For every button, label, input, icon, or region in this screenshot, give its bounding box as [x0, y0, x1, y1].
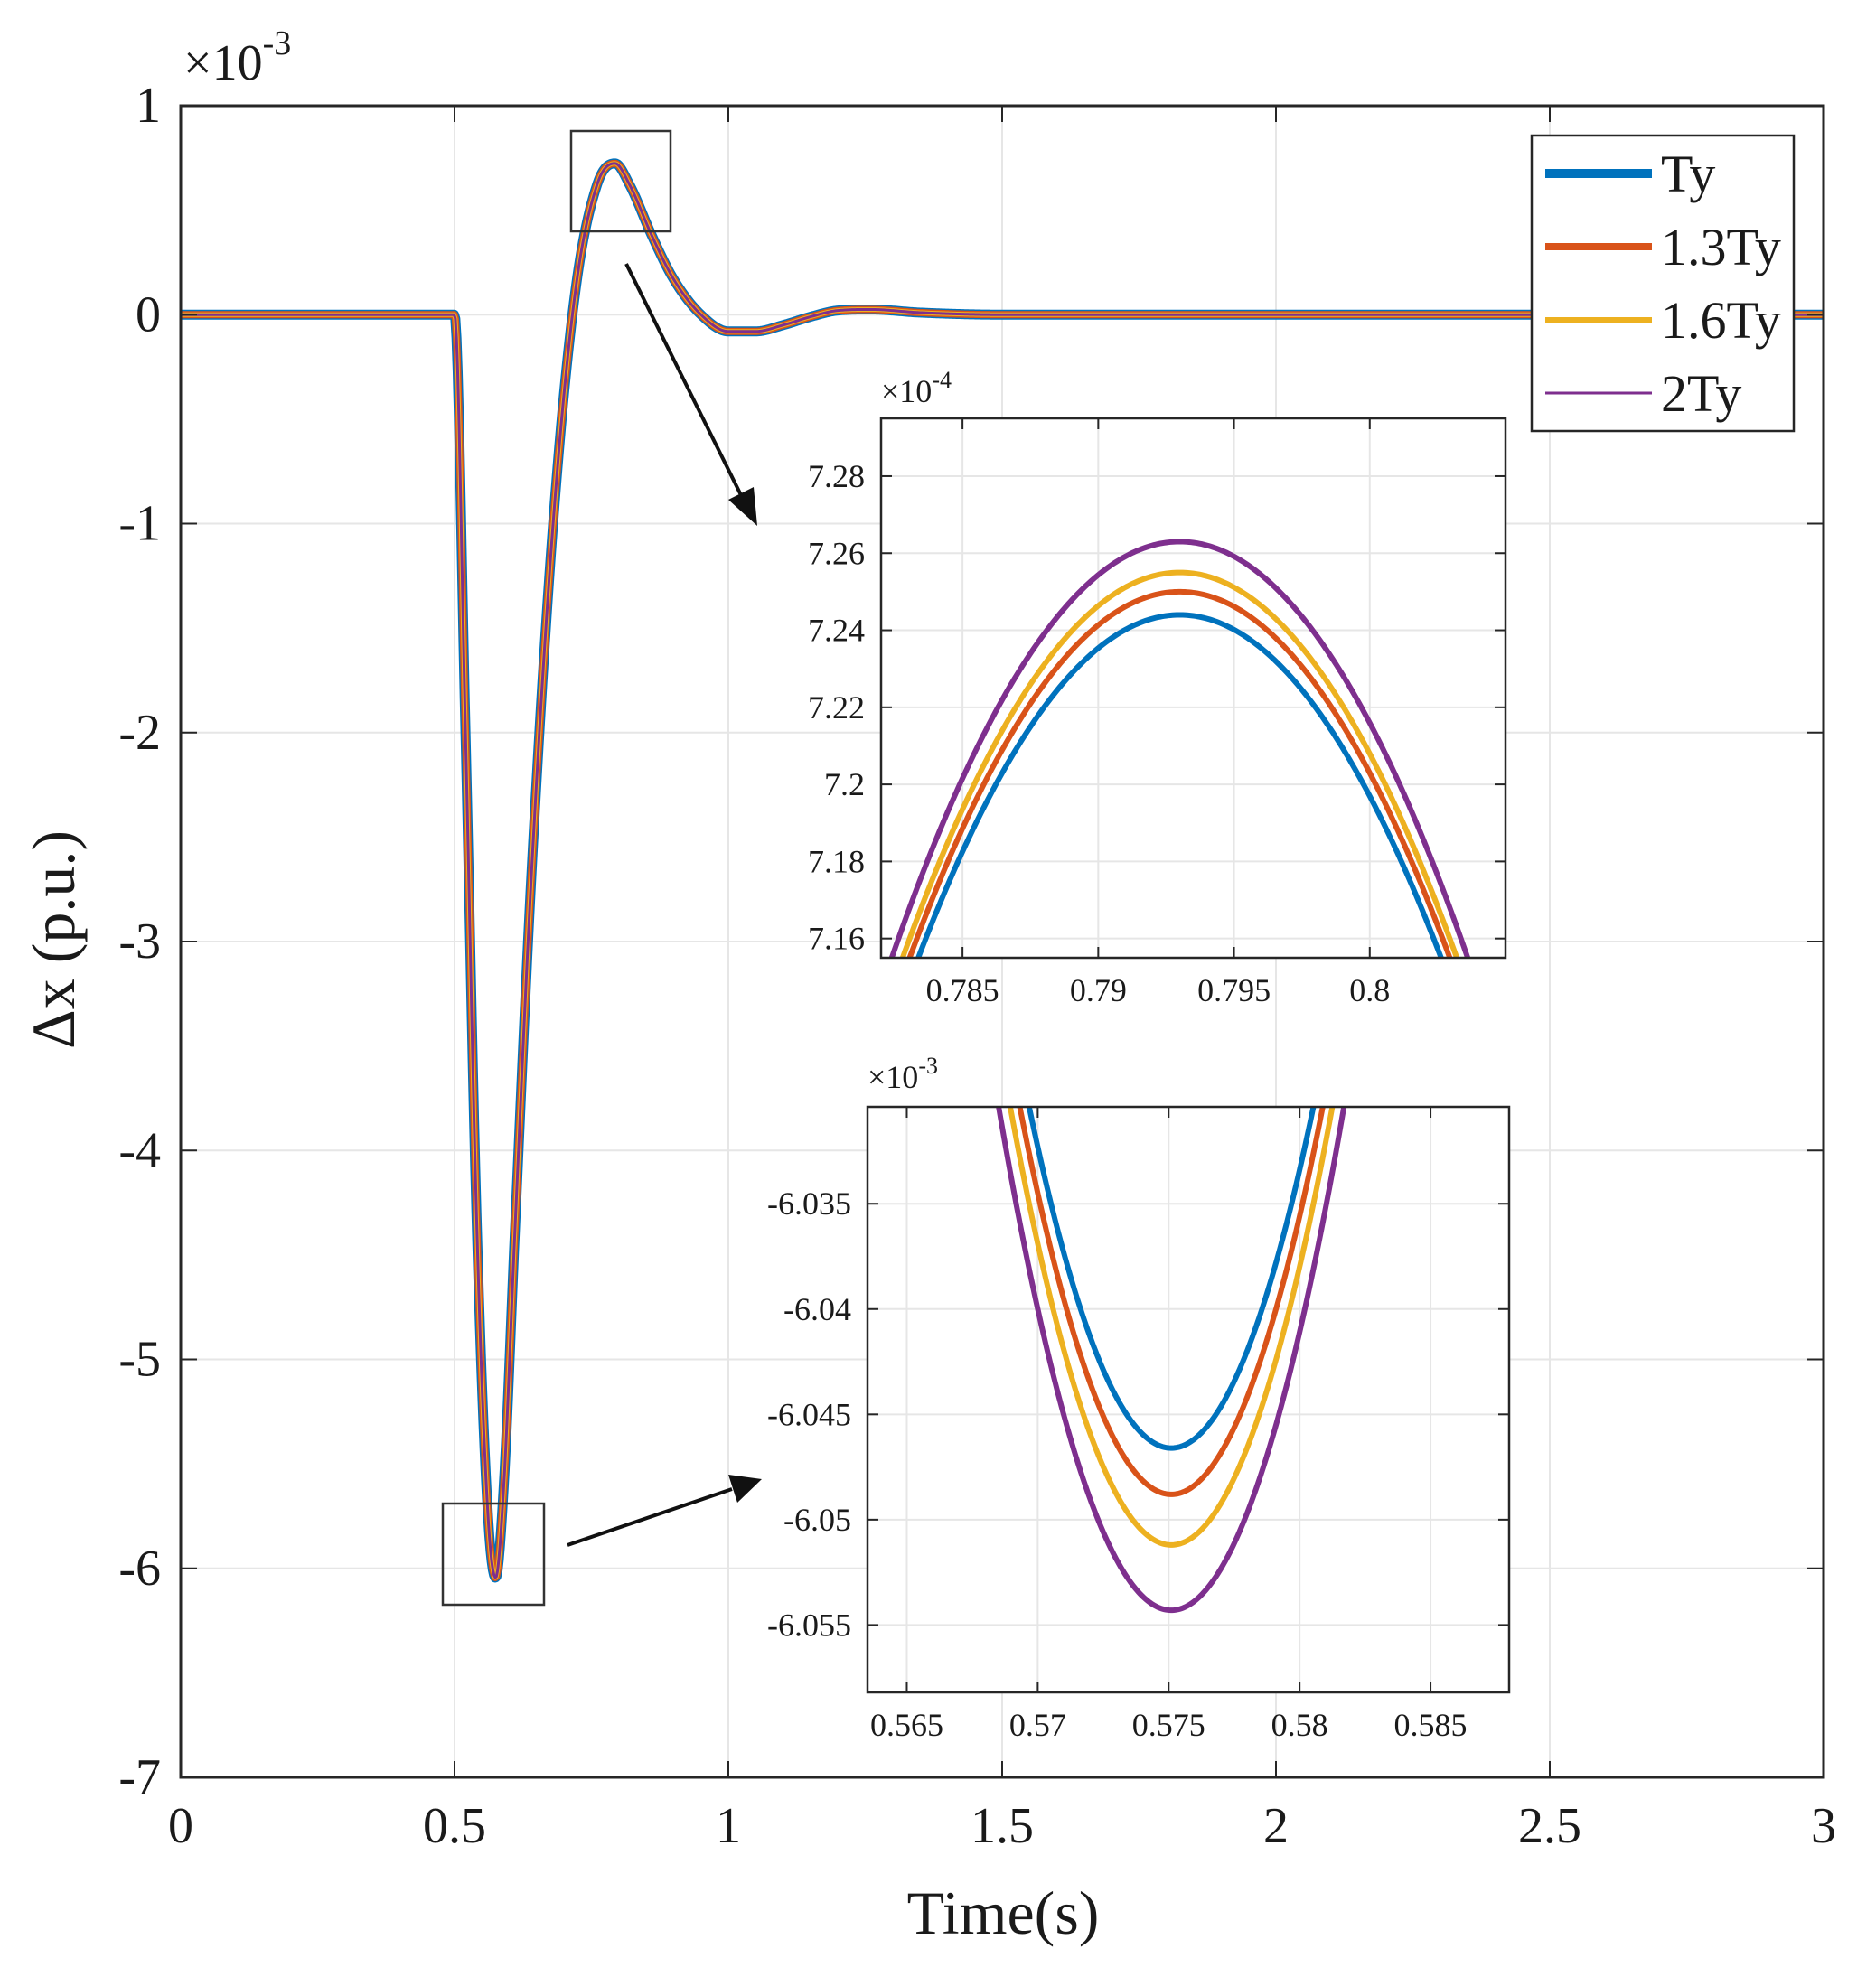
main-xtick-label-3: 1.5	[971, 1798, 1034, 1854]
legend-label-2ty: 2Ty	[1661, 364, 1741, 423]
main-xtick-label-2: 1	[716, 1798, 741, 1854]
trough-ytick-label-1: -6.04	[783, 1291, 851, 1327]
inset-peak-exponent-label: ×10-4	[881, 367, 952, 409]
peak-xtick-label-3: 0.8	[1349, 972, 1390, 1008]
trough-xtick-label-2: 0.575	[1132, 1707, 1205, 1743]
peak-ytick-label-1: 7.26	[808, 535, 865, 571]
inset-trough-grid	[868, 1107, 1509, 1692]
peak-line-ty	[915, 612, 1444, 958]
main-ytick-label-1: 0	[136, 286, 161, 342]
trough-ytick-label-3: -6.05	[783, 1502, 851, 1538]
inset-peak-lines	[888, 539, 1471, 958]
peak-line-1-3ty	[906, 588, 1453, 958]
inset-trough-exponent-label: ×10-3	[868, 1053, 938, 1095]
main-xtick-label-5: 2.5	[1518, 1798, 1581, 1854]
main-ytick-label-5: -4	[118, 1122, 161, 1178]
peak-ytick-label-5: 7.18	[808, 843, 865, 879]
main-ytick-label-7: -6	[118, 1541, 161, 1597]
main-ytick-label-2: -1	[118, 496, 161, 552]
trough-ytick-label-4: -6.055	[767, 1607, 851, 1643]
zoom-box-trough	[441, 1502, 546, 1607]
trough-line-ty	[1026, 1107, 1317, 1451]
x-axis-label: Time(s)	[907, 1879, 1100, 1947]
main-ytick-label-8: -7	[118, 1749, 161, 1805]
legend-entries: Ty 1.3Ty 1.6Ty 2Ty	[1545, 145, 1781, 423]
trough-xtick-label-3: 0.58	[1271, 1707, 1328, 1743]
inset-trough-series	[996, 1107, 1347, 1614]
inset-trough-lines	[996, 1107, 1347, 1614]
main-tick-labels: 0 0.5 1 1.5 2 2.5 3 1 0 -1 -2 -3 -4 -5 -6 -7	[118, 78, 1836, 1854]
main-ytick-label-6: -5	[118, 1332, 161, 1388]
peak-xtick-label-2: 0.795	[1197, 972, 1271, 1008]
peak-line-1-6ty	[899, 569, 1460, 958]
trough-ytick-label-0: -6.035	[767, 1185, 851, 1222]
zoom-box-peak	[569, 129, 672, 233]
main-xtick-label-4: 2	[1263, 1798, 1289, 1854]
inset-peak-tick-labels: 0.785 0.79 0.795 0.8 7.28 7.26 7.24 7.22 7.2 7.18…	[808, 458, 1390, 1008]
arrow-to-trough-inset	[567, 1475, 762, 1547]
inset-peak-series	[888, 539, 1471, 958]
trough-xtick-label-1: 0.57	[1009, 1707, 1066, 1743]
legend: Ty 1.3Ty 1.6Ty 2Ty	[1530, 134, 1796, 433]
inset-trough-ticks	[868, 1107, 1509, 1692]
inset-trough-tick-labels: 0.565 0.57 0.575 0.58 0.585 -6.035 -6.04 -6.045…	[767, 1185, 1468, 1743]
peak-ytick-label-3: 7.22	[808, 689, 865, 726]
trough-line-2ty	[996, 1107, 1347, 1614]
peak-ytick-label-4: 7.2	[824, 766, 865, 802]
legend-label-ty: Ty	[1661, 145, 1715, 203]
main-xtick-label-1: 0.5	[423, 1798, 486, 1854]
peak-xtick-label-1: 0.79	[1070, 972, 1127, 1008]
inset-peak-background	[881, 418, 1505, 958]
trough-xtick-label-0: 0.565	[870, 1707, 943, 1743]
main-xtick-label-6: 3	[1811, 1798, 1836, 1854]
main-exponent-label: ×10-3	[183, 24, 291, 91]
inset-peak-frame	[879, 417, 1507, 960]
legend-box	[1530, 134, 1796, 433]
peak-ytick-label-0: 7.28	[808, 458, 865, 494]
inset-peak: 0.785 0.79 0.795 0.8 7.28 7.26 7.24 7.22 7.2 7.18…	[808, 367, 1507, 1008]
arrow-to-peak-inset	[624, 263, 757, 526]
trough-line-1-3ty	[1017, 1107, 1326, 1497]
peak-line-2ty	[888, 539, 1471, 958]
main-ytick-label-0: 1	[136, 78, 161, 134]
inset-trough-frame	[866, 1105, 1511, 1694]
trough-ytick-label-2: -6.045	[767, 1396, 851, 1432]
peak-xtick-label-0: 0.785	[926, 972, 999, 1008]
trough-line-1-6ty	[1007, 1107, 1336, 1548]
trough-xtick-label-4: 0.585	[1394, 1707, 1468, 1743]
legend-label-1-6ty: 1.6Ty	[1661, 291, 1781, 350]
main-xtick-label-0: 0	[168, 1798, 193, 1854]
inset-trough: 0.565 0.57 0.575 0.58 0.585 -6.035 -6.04 -6.045…	[767, 1053, 1511, 1743]
peak-ytick-label-2: 7.24	[808, 613, 865, 649]
main-ytick-label-4: -3	[118, 914, 161, 970]
peak-ytick-label-6: 7.16	[808, 921, 865, 957]
main-ticks	[180, 105, 1824, 1778]
inset-peak-ticks	[881, 418, 1505, 958]
legend-label-1-3ty: 1.3Ty	[1661, 218, 1781, 276]
main-ytick-label-3: -2	[118, 705, 161, 761]
y-axis-label: Δx (p.u.)	[19, 830, 88, 1049]
